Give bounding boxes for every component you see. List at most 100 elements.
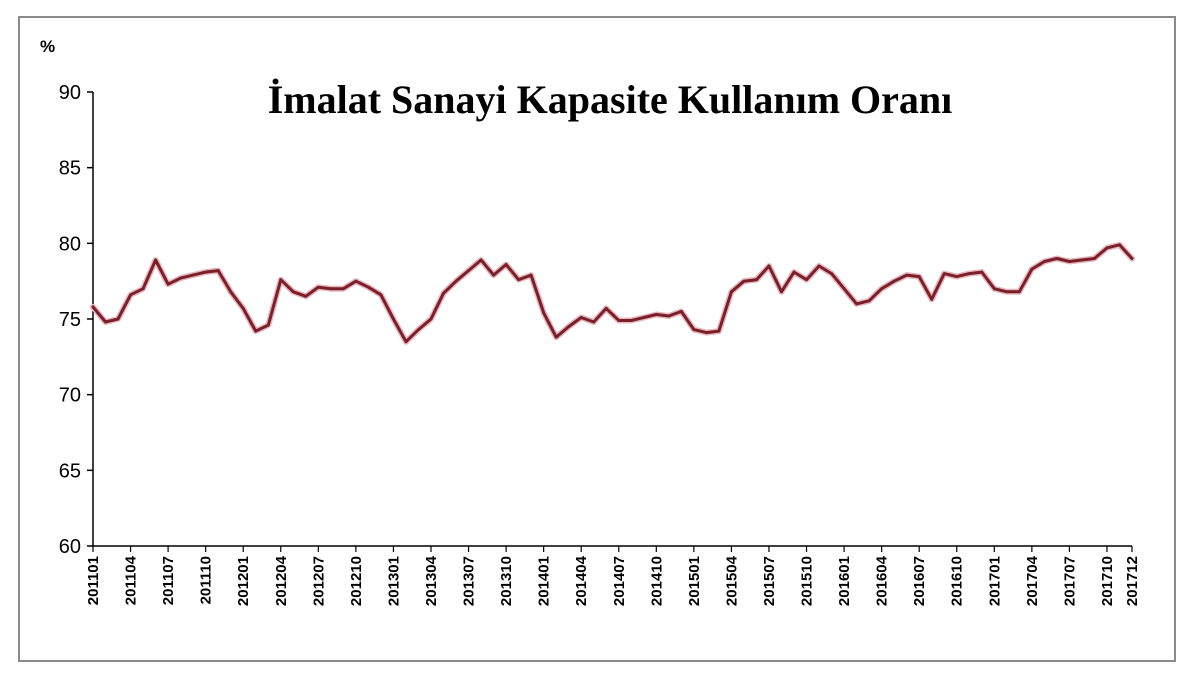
unit-label: % bbox=[40, 37, 55, 56]
chart-title: İmalat Sanayi Kapasite Kullanım Oranı bbox=[268, 77, 953, 122]
series-line-glow bbox=[90, 241, 1135, 345]
x-tick-label: 201704 bbox=[1024, 555, 1041, 606]
data-point bbox=[792, 270, 796, 274]
data-point bbox=[204, 270, 208, 274]
y-tick-label: 65 bbox=[59, 460, 81, 482]
data-point bbox=[967, 272, 971, 275]
x-tick-label: 201301 bbox=[385, 556, 402, 606]
series-line bbox=[91, 243, 1134, 344]
data-point bbox=[304, 294, 308, 298]
x-tick-label: 201601 bbox=[836, 556, 853, 606]
y-tick-label: 60 bbox=[59, 536, 81, 558]
x-tick-label: 201404 bbox=[573, 555, 590, 606]
data-point bbox=[229, 290, 233, 294]
data-point bbox=[329, 287, 333, 291]
x-axis-ticks: 201101 201104 201107 201110 201201 201204 2012… bbox=[85, 546, 1141, 606]
data-point bbox=[667, 314, 671, 318]
data-point bbox=[129, 293, 132, 297]
data-point bbox=[1055, 257, 1059, 260]
data-point bbox=[942, 272, 946, 275]
data-point bbox=[517, 278, 521, 282]
data-point bbox=[830, 272, 833, 275]
data-point bbox=[241, 307, 245, 310]
data-point bbox=[955, 275, 959, 279]
data-point bbox=[404, 340, 408, 344]
data-point bbox=[579, 316, 583, 319]
y-tick-label: 70 bbox=[59, 385, 81, 407]
data-point bbox=[104, 320, 107, 324]
data-point bbox=[742, 279, 746, 283]
x-tick-label: 201510 bbox=[799, 556, 816, 606]
x-tick-label: 201610 bbox=[949, 556, 966, 606]
data-point bbox=[592, 320, 596, 324]
data-point bbox=[529, 273, 533, 277]
data-point bbox=[767, 264, 771, 268]
data-point bbox=[429, 317, 433, 321]
x-tick-label: 201501 bbox=[686, 556, 703, 606]
data-point bbox=[692, 328, 696, 331]
data-point bbox=[892, 279, 896, 283]
data-point bbox=[266, 323, 270, 327]
data-point bbox=[154, 258, 157, 262]
data-point bbox=[817, 264, 821, 268]
data-point bbox=[1042, 260, 1046, 263]
data-point bbox=[617, 319, 621, 322]
data-point bbox=[442, 291, 445, 295]
data-point bbox=[554, 335, 558, 339]
data-point bbox=[1118, 243, 1121, 247]
data-point bbox=[291, 290, 295, 294]
data-point bbox=[492, 273, 495, 277]
x-tick-label: 201307 bbox=[461, 556, 478, 606]
data-point bbox=[141, 287, 145, 291]
data-point bbox=[279, 278, 283, 282]
x-tick-label: 201207 bbox=[310, 556, 327, 606]
data-point bbox=[780, 290, 783, 294]
data-point bbox=[1080, 258, 1084, 262]
data-point bbox=[629, 319, 633, 322]
data-point bbox=[1068, 260, 1071, 263]
x-tick-label: 201401 bbox=[536, 556, 553, 606]
data-point bbox=[717, 329, 721, 333]
data-point bbox=[704, 331, 708, 335]
data-point bbox=[855, 302, 859, 306]
data-point bbox=[905, 273, 909, 277]
x-tick-label: 201104 bbox=[123, 555, 140, 605]
data-point bbox=[642, 316, 646, 319]
data-point bbox=[454, 279, 458, 283]
data-point bbox=[880, 287, 884, 291]
data-point bbox=[91, 305, 95, 309]
x-tick-label: 201210 bbox=[348, 556, 365, 606]
data-point bbox=[504, 263, 508, 266]
x-tick-label: 201607 bbox=[911, 556, 928, 606]
x-tick-label: 201101 bbox=[85, 556, 102, 605]
x-tick-label: 201707 bbox=[1061, 556, 1078, 606]
data-point bbox=[1093, 257, 1096, 260]
y-tick-label: 85 bbox=[59, 158, 81, 180]
data-point bbox=[316, 285, 320, 289]
data-point bbox=[479, 258, 483, 262]
data-point bbox=[379, 293, 383, 297]
x-tick-label: 201604 bbox=[874, 555, 891, 606]
x-tick-label: 201410 bbox=[648, 556, 665, 606]
data-point bbox=[1130, 257, 1134, 260]
data-point bbox=[341, 287, 345, 291]
x-tick-label: 201204 bbox=[273, 555, 290, 606]
x-tick-label: 201110 bbox=[198, 556, 215, 604]
data-point bbox=[654, 313, 658, 316]
x-tick-label: 201107 bbox=[160, 556, 177, 605]
x-tick-label: 201407 bbox=[611, 556, 628, 606]
data-point bbox=[354, 279, 358, 283]
data-point bbox=[542, 311, 546, 315]
data-point bbox=[254, 329, 258, 333]
data-point bbox=[392, 317, 395, 321]
y-tick-label: 80 bbox=[59, 233, 81, 255]
data-point bbox=[805, 278, 808, 282]
x-tick-label: 201504 bbox=[723, 555, 740, 606]
data-point bbox=[730, 290, 733, 294]
data-point bbox=[467, 269, 470, 272]
x-tick-label: 201507 bbox=[761, 556, 778, 606]
series-layer bbox=[90, 241, 1135, 345]
y-axis-ticks: 90 85 80 75 70 65 60 bbox=[59, 82, 93, 558]
x-tick-label: 201712 bbox=[1124, 556, 1141, 606]
data-point bbox=[917, 275, 921, 279]
